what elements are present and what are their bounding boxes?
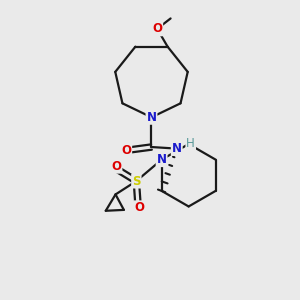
- Text: O: O: [134, 201, 144, 214]
- Text: N: N: [146, 111, 157, 124]
- Text: O: O: [152, 22, 162, 35]
- Text: N: N: [172, 142, 182, 155]
- Text: O: O: [121, 143, 131, 157]
- Text: O: O: [111, 160, 122, 173]
- Text: S: S: [132, 175, 141, 188]
- Text: H: H: [186, 137, 195, 150]
- Text: N: N: [157, 153, 166, 166]
